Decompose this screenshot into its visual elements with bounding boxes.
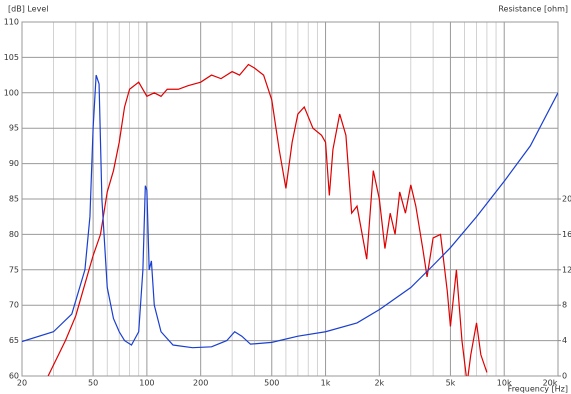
y-tick-label: 100 [4,88,19,97]
x-tick-label: 10k [497,379,512,388]
series-line [47,63,488,376]
x-tick-label: 500 [264,379,279,388]
x-tick-label: 5k [446,379,456,388]
y-tick-label: 85 [9,195,19,204]
series-line [22,74,558,349]
y-tick-label: 110 [4,18,19,27]
y-tick-label: 90 [9,159,19,168]
y-tick-label: 65 [9,336,19,345]
y2-tick-label: 8 [562,301,567,310]
y-tick-label: 70 [9,301,19,310]
x-axis-label: Frequency [Hz] [508,385,568,394]
x-tick-label: 200 [193,379,208,388]
y2-axis-label: Resistance [ohm] [498,5,568,14]
y-axis-label: [dB] Level [8,5,48,14]
y-tick-label: 95 [9,124,19,133]
y-tick-label: 60 [9,372,19,381]
x-tick-label: 1k [321,379,331,388]
y2-tick-label: 12 [562,265,571,274]
y2-tick-label: 20 [562,195,571,204]
x-tick-label: 20k [543,379,558,388]
x-tick-label: 2k [374,379,384,388]
y-tick-label: 105 [4,53,19,62]
y2-tick-label: 4 [562,336,567,345]
x-tick-label: 50 [88,379,98,388]
x-tick-label: 20 [17,379,27,388]
y2-tick-label: 0 [562,372,567,381]
y-tick-label: 75 [9,265,19,274]
x-tick-label: 100 [139,379,154,388]
y-tick-label: 80 [9,230,19,239]
y2-tick-label: 16 [562,230,571,239]
